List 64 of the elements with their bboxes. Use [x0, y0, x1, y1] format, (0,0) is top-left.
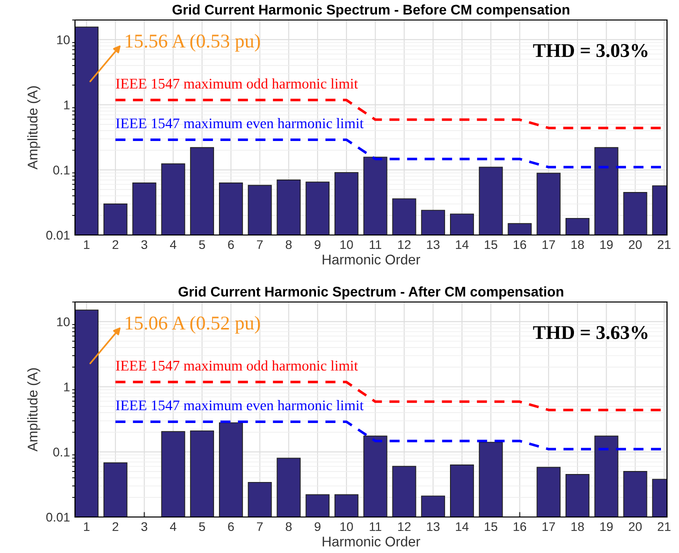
y-tick-label: 1	[64, 100, 70, 110]
x-tick-label: 13	[427, 240, 440, 250]
annotation: THD = 3.03%	[533, 44, 648, 58]
x-tick-label: 15	[484, 522, 498, 532]
x-tick-label: 3	[141, 522, 148, 532]
x-tick-label: 1	[84, 240, 90, 249]
x-axis-title: Harmonic Order	[322, 536, 420, 546]
x-tick-label: 6	[228, 240, 234, 250]
x-tick-label: 7	[256, 522, 263, 531]
x-tick-label: 5	[199, 240, 206, 250]
x-tick-label: 6	[228, 522, 234, 532]
x-tick-label: 17	[542, 522, 555, 531]
x-tick-label: 11	[370, 240, 382, 249]
series-label: IEEE 1547 maximum odd harmonic limit	[116, 78, 358, 89]
x-tick-label: 16	[514, 522, 526, 532]
x-tick-label: 8	[286, 240, 292, 250]
x-tick-label: 3	[141, 240, 148, 250]
x-tick-label: 9	[314, 240, 320, 250]
y-tick-label: 10	[57, 317, 70, 326]
y-tick-label: 0.01	[46, 230, 70, 240]
x-tick-label: 8	[286, 522, 292, 532]
y-tick-label: 1	[64, 382, 70, 392]
x-tick-label: 2	[112, 240, 118, 249]
x-tick-label: 11	[370, 522, 382, 531]
x-tick-label: 2	[112, 522, 118, 531]
x-tick-label: 10	[340, 240, 353, 250]
series-label: IEEE 1547 maximum odd harmonic limit	[116, 360, 358, 371]
x-tick-label: 12	[398, 522, 411, 531]
x-tick-label: 18	[571, 240, 584, 250]
x-tick-label: 12	[398, 240, 411, 249]
y-tick-label: 0.01	[46, 512, 70, 522]
series-label: IEEE 1547 maximum even harmonic limit	[116, 118, 364, 128]
x-axis-title: Harmonic Order	[322, 254, 420, 264]
x-tick-label: 10	[340, 522, 353, 532]
annotation: 15.06 A (0.52 pu)	[126, 316, 260, 334]
x-tick-label: 21	[658, 240, 670, 249]
x-tick-label: 5	[199, 522, 206, 532]
x-tick-label: 1	[84, 522, 90, 531]
x-tick-label: 19	[600, 240, 613, 250]
chart-title: Grid Current Harmonic Spectrum - After CM compensation	[178, 286, 564, 300]
y-tick-label: 0.1	[53, 166, 70, 175]
x-tick-label: 9	[314, 522, 320, 532]
x-tick-label: 21	[658, 522, 670, 531]
y-axis-title: Amplitude (A)	[27, 86, 40, 170]
x-tick-label: 15	[484, 240, 498, 250]
x-tick-label: 4	[170, 522, 176, 531]
x-tick-label: 13	[427, 522, 440, 532]
x-tick-label: 14	[456, 240, 469, 249]
y-tick-label: 0.1	[53, 448, 70, 457]
x-tick-label: 19	[600, 522, 613, 532]
x-tick-label: 17	[542, 240, 555, 249]
x-tick-label: 20	[628, 522, 642, 532]
x-tick-label: 4	[170, 240, 176, 249]
x-tick-label: 20	[628, 240, 642, 250]
x-tick-label: 16	[514, 240, 526, 250]
annotation: THD = 3.63%	[533, 326, 648, 340]
chart-title: Grid Current Harmonic Spectrum - Before CM compensation	[172, 4, 570, 18]
series-label: IEEE 1547 maximum even harmonic limit	[116, 400, 364, 410]
annotation: 15.56 A (0.53 pu)	[126, 34, 260, 52]
x-tick-label: 14	[456, 522, 469, 531]
y-axis-title: Amplitude (A)	[27, 368, 40, 452]
x-tick-label: 18	[571, 522, 584, 532]
y-tick-label: 10	[57, 35, 70, 44]
x-tick-label: 7	[256, 240, 263, 249]
